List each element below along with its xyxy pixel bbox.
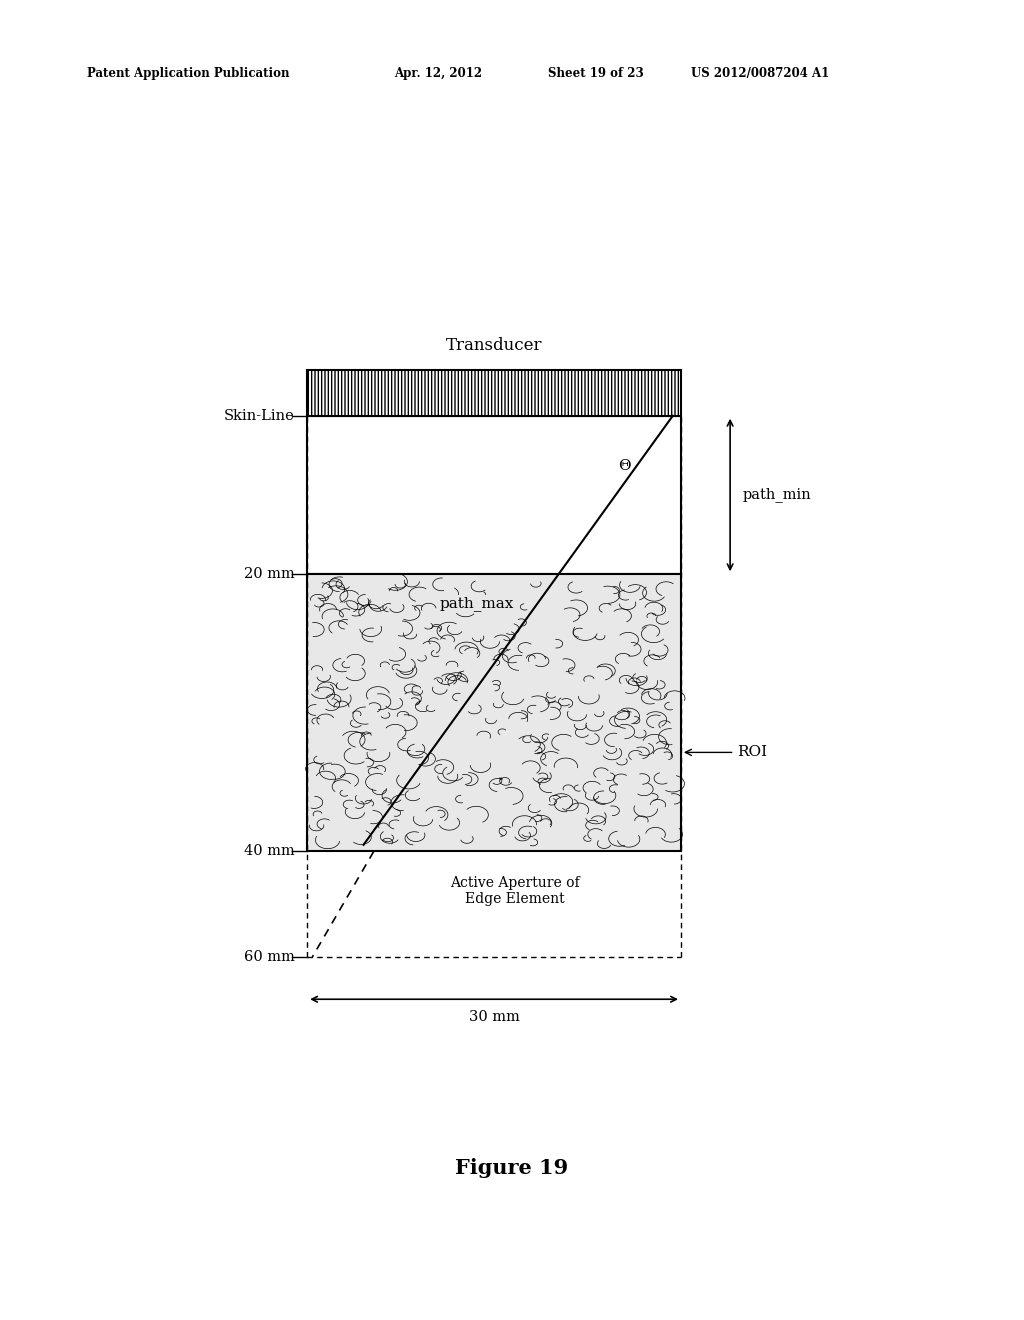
- Text: Figure 19: Figure 19: [456, 1158, 568, 1179]
- Bar: [307, 416, 681, 574]
- Text: path_max: path_max: [440, 597, 514, 611]
- Text: Apr. 12, 2012: Apr. 12, 2012: [394, 67, 482, 81]
- Text: path_min: path_min: [742, 487, 811, 503]
- Text: Sheet 19 of 23: Sheet 19 of 23: [548, 67, 644, 81]
- Text: US 2012/0087204 A1: US 2012/0087204 A1: [691, 67, 829, 81]
- Text: 30 mm: 30 mm: [469, 1010, 519, 1024]
- Text: Skin-Line: Skin-Line: [224, 409, 295, 422]
- Text: ROI: ROI: [685, 746, 767, 759]
- Text: Patent Application Publication: Patent Application Publication: [87, 67, 290, 81]
- Text: 20 mm: 20 mm: [244, 568, 295, 581]
- Text: Θ: Θ: [618, 459, 631, 473]
- Text: 40 mm: 40 mm: [244, 845, 295, 858]
- Text: 60 mm: 60 mm: [244, 950, 295, 964]
- Text: Transducer: Transducer: [445, 337, 543, 354]
- Bar: [307, 574, 681, 851]
- Text: Active Aperture of
Edge Element: Active Aperture of Edge Element: [450, 876, 580, 906]
- Bar: [307, 370, 681, 416]
